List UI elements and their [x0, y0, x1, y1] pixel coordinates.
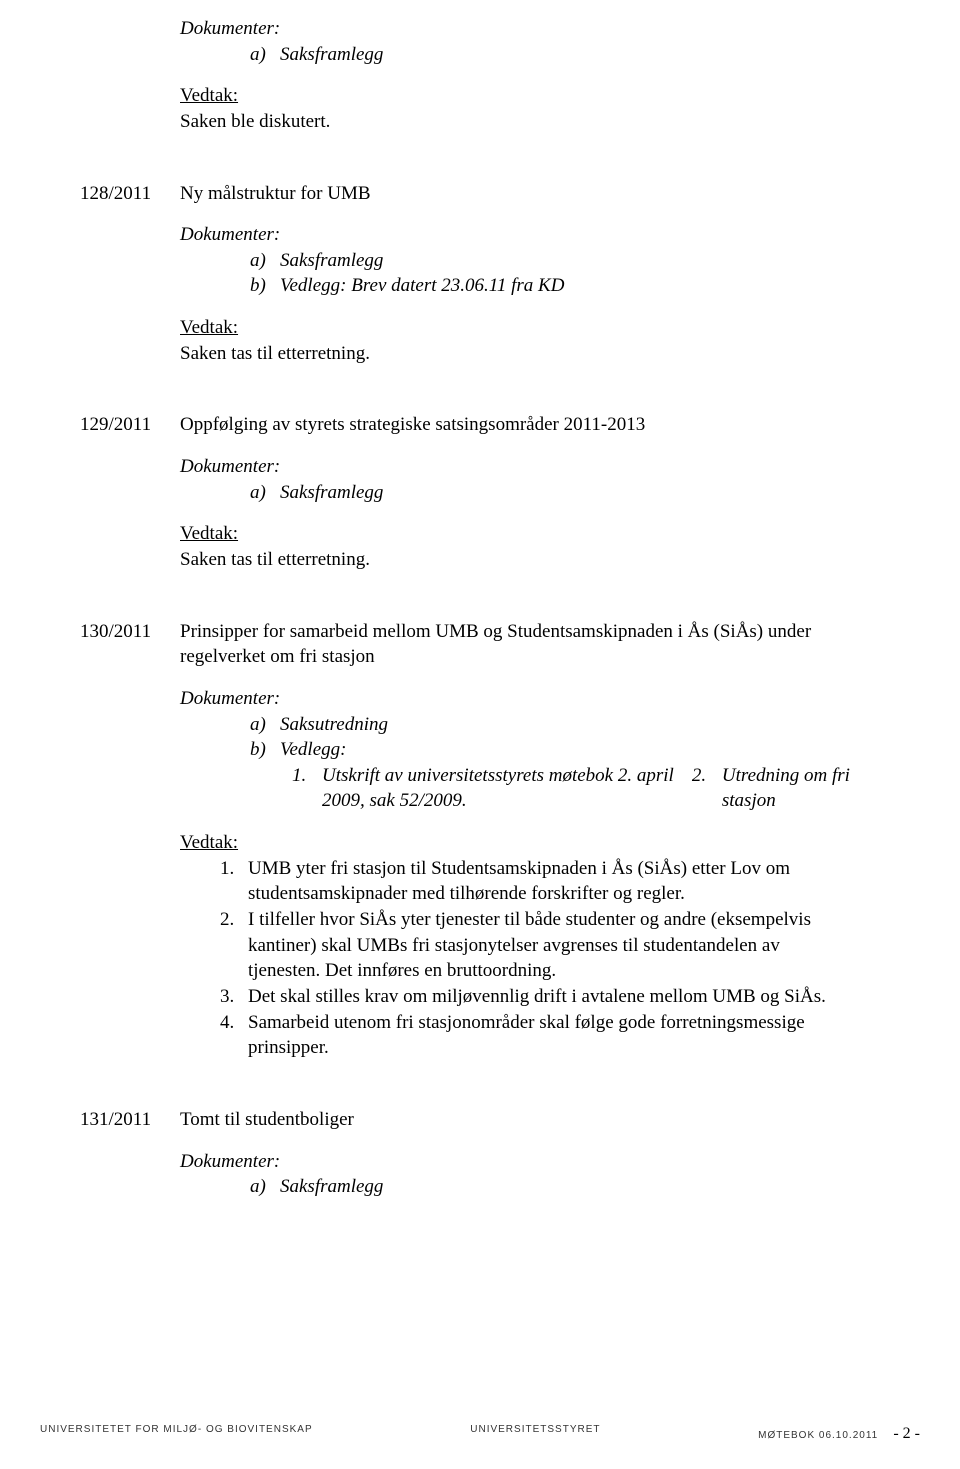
doc-list: a) Saksframlegg [180, 1174, 855, 1200]
vedtak-list: 1. UMB yter fri stasjon til Studentsamsk… [180, 856, 855, 1061]
list-marker: 3. [220, 984, 248, 1010]
vedtak-heading: Vedtak: [180, 830, 855, 856]
doc-item: b) Vedlegg: Brev datert 23.06.11 fra KD [250, 273, 855, 299]
doc-list: a) Saksutredning b) Vedlegg: 1. Utskrift… [180, 712, 855, 815]
doc-subitem: 1. Utskrift av universitetsstyrets møteb… [292, 763, 692, 814]
doc-text: Saksframlegg [280, 248, 855, 274]
doc-text: Saksframlegg [280, 1174, 855, 1200]
case-number: 130/2011 [80, 619, 180, 645]
dokumenter-heading: Dokumenter: [180, 1149, 855, 1175]
case-number: 129/2011 [80, 412, 180, 438]
list-marker: 1. [292, 763, 322, 814]
doc-item: a) Saksframlegg [250, 1174, 855, 1200]
vedtak-text: Saken tas til etterretning. [180, 341, 855, 367]
doc-text: Saksframlegg [280, 42, 855, 68]
doc-text: Saksframlegg [280, 480, 855, 506]
doc-text: Utredning om fri stasjon [722, 763, 855, 814]
list-marker: a) [250, 480, 280, 506]
doc-text: Saksutredning [280, 712, 855, 738]
vedtak-text: I tilfeller hvor SiÅs yter tjenester til… [248, 907, 855, 984]
page-footer: UNIVERSITETET FOR MILJØ- OG BIOVITENSKAP… [40, 1423, 920, 1445]
case-131: 131/2011 Tomt til studentboliger Dokumen… [180, 1107, 855, 1200]
footer-date: MØTEBOK 06.10.2011 [758, 1430, 878, 1441]
list-marker: 4. [220, 1010, 248, 1036]
page: Dokumenter: a) Saksframlegg Vedtak: Sake… [0, 16, 960, 1469]
top-block: Dokumenter: a) Saksframlegg Vedtak: Sake… [180, 16, 855, 135]
doc-list: a) Saksframlegg [180, 480, 855, 506]
vedtak-heading: Vedtak: [180, 315, 855, 341]
case-130: 130/2011 Prinsipper for samarbeid mellom… [180, 619, 855, 1061]
list-marker: a) [250, 1174, 280, 1200]
case-title: Oppfølging av styrets strategiske satsin… [180, 412, 855, 438]
dokumenter-heading: Dokumenter: [180, 222, 855, 248]
vedtak-text: Saken tas til etterretning. [180, 547, 855, 573]
list-marker: a) [250, 712, 280, 738]
doc-item: a) Saksframlegg [250, 480, 855, 506]
list-marker: b) [250, 737, 280, 763]
list-marker: 2. [692, 763, 722, 814]
dokumenter-heading: Dokumenter: [180, 454, 855, 480]
vedtak-item: 2. I tilfeller hvor SiÅs yter tjenester … [220, 907, 855, 984]
vedtak-heading: Vedtak: [180, 521, 855, 547]
doc-text: Utskrift av universitetsstyrets møtebok … [322, 763, 692, 814]
doc-sublist: 1. Utskrift av universitetsstyrets møteb… [250, 763, 855, 814]
list-marker: a) [250, 42, 280, 68]
doc-list: a) Saksframlegg [180, 42, 855, 68]
case-number: 131/2011 [80, 1107, 180, 1133]
list-marker: a) [250, 248, 280, 274]
footer-center: UNIVERSITETSSTYRET [470, 1423, 600, 1445]
page-number: - 2 - [893, 1425, 920, 1442]
vedtak-text: Saken ble diskutert. [180, 109, 855, 135]
vedtak-item: 4. Samarbeid utenom fri stasjonområder s… [220, 1010, 855, 1061]
vedtak-text: Samarbeid utenom fri stasjonområder skal… [248, 1010, 855, 1061]
footer-left: UNIVERSITETET FOR MILJØ- OG BIOVITENSKAP [40, 1423, 313, 1445]
list-marker: 2. [220, 907, 248, 933]
dokumenter-heading: Dokumenter: [180, 16, 855, 42]
dokumenter-heading: Dokumenter: [180, 686, 855, 712]
doc-subitem: 2. Utredning om fri stasjon [692, 763, 855, 814]
doc-item: b) Vedlegg: [250, 737, 855, 763]
doc-text: Vedlegg: [280, 737, 855, 763]
footer-right: MØTEBOK 06.10.2011 - 2 - [758, 1423, 920, 1445]
vedtak-item: 1. UMB yter fri stasjon til Studentsamsk… [220, 856, 855, 907]
case-title: Ny målstruktur for UMB [180, 181, 855, 207]
list-marker: 1. [220, 856, 248, 882]
vedtak-text: Det skal stilles krav om miljøvennlig dr… [248, 984, 855, 1010]
vedtak-heading: Vedtak: [180, 83, 855, 109]
doc-item: a) Saksutredning [250, 712, 855, 738]
vedtak-item: 3. Det skal stilles krav om miljøvennlig… [220, 984, 855, 1010]
case-129: 129/2011 Oppfølging av styrets strategis… [180, 412, 855, 572]
doc-list: a) Saksframlegg b) Vedlegg: Brev datert … [180, 248, 855, 299]
doc-text: Vedlegg: Brev datert 23.06.11 fra KD [280, 273, 855, 299]
case-128: 128/2011 Ny målstruktur for UMB Dokument… [180, 181, 855, 367]
vedtak-text: UMB yter fri stasjon til Studentsamskipn… [248, 856, 855, 907]
doc-item: a) Saksframlegg [250, 42, 855, 68]
case-title: Tomt til studentboliger [180, 1107, 855, 1133]
list-marker: b) [250, 273, 280, 299]
case-number: 128/2011 [80, 181, 180, 207]
case-title: Prinsipper for samarbeid mellom UMB og S… [180, 619, 855, 670]
doc-item: a) Saksframlegg [250, 248, 855, 274]
